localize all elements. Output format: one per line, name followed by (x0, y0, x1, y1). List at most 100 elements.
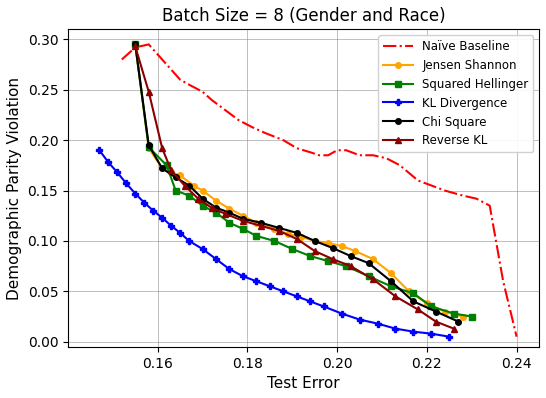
Jensen Shannon (352, 249, 358, 254)
Naïve Baseline (208, 98, 215, 102)
Reverse KL (294, 236, 300, 241)
Jensen Shannon (132, 42, 139, 47)
Naïve Baseline (325, 153, 331, 158)
KL Divergence (266, 284, 273, 289)
Naïve Baseline (262, 131, 269, 135)
Squared Hellinger (428, 304, 435, 309)
Naïve Baseline (343, 148, 349, 152)
Squared Hellinger (410, 291, 417, 296)
Jensen Shannon (460, 314, 466, 319)
Squared Hellinger (163, 163, 170, 168)
Chi Square (455, 319, 461, 324)
KL Divergence (159, 215, 165, 220)
X-axis label: Test Error: Test Error (267, 376, 340, 391)
Reverse KL (159, 146, 165, 150)
Chi Square (329, 246, 336, 250)
Reverse KL (181, 183, 188, 188)
Naïve Baseline (118, 57, 125, 62)
Squared Hellinger (289, 247, 295, 252)
Chi Square (258, 220, 264, 225)
Naïve Baseline (307, 150, 313, 155)
KL Divergence (213, 257, 219, 261)
Naïve Baseline (294, 146, 300, 150)
Naïve Baseline (500, 279, 507, 284)
KL Divergence (240, 274, 246, 279)
Jensen Shannon (191, 183, 197, 188)
Naïve Baseline (199, 90, 206, 94)
Naïve Baseline (334, 148, 341, 152)
Naïve Baseline (186, 82, 192, 87)
Legend: Naïve Baseline, Jensen Shannon, Squared Hellinger, KL Divergence, Chi Square, Re: Naïve Baseline, Jensen Shannon, Squared … (378, 35, 533, 152)
Naïve Baseline (513, 334, 520, 339)
Chi Square (132, 42, 139, 47)
KL Divergence (428, 331, 435, 336)
Jensen Shannon (406, 289, 412, 294)
Line: Reverse KL: Reverse KL (133, 44, 456, 332)
KL Divergence (177, 230, 183, 235)
Chi Square (432, 309, 439, 314)
Reverse KL (414, 307, 421, 312)
Y-axis label: Demographic Parity Violation: Demographic Parity Violation (7, 76, 22, 300)
Chi Square (226, 210, 233, 215)
Chi Square (186, 183, 192, 188)
KL Divergence (339, 311, 345, 316)
Reverse KL (240, 219, 246, 223)
Naïve Baseline (460, 193, 466, 198)
Reverse KL (195, 196, 201, 201)
Jensen Shannon (240, 213, 246, 218)
KL Divergence (321, 304, 327, 309)
Title: Batch Size = 8 (Gender and Race): Batch Size = 8 (Gender and Race) (162, 7, 446, 25)
Naïve Baseline (383, 156, 390, 161)
Chi Square (159, 166, 165, 171)
Jensen Shannon (298, 234, 305, 239)
Reverse KL (208, 205, 215, 210)
Naïve Baseline (280, 138, 287, 142)
Naïve Baseline (145, 42, 152, 47)
KL Divergence (357, 317, 363, 322)
KL Divergence (186, 238, 192, 243)
Chi Square (213, 205, 219, 210)
Chi Square (388, 279, 394, 284)
Jensen Shannon (177, 173, 183, 178)
Squared Hellinger (145, 145, 152, 150)
Jensen Shannon (213, 198, 219, 203)
KL Divergence (168, 223, 174, 228)
Squared Hellinger (226, 220, 233, 225)
Line: Jensen Shannon: Jensen Shannon (133, 42, 466, 319)
Squared Hellinger (325, 259, 331, 263)
KL Divergence (307, 299, 313, 304)
Squared Hellinger (173, 188, 179, 193)
Reverse KL (222, 211, 228, 216)
Jensen Shannon (284, 232, 291, 236)
Jensen Shannon (370, 257, 376, 261)
KL Divergence (141, 200, 147, 205)
Chi Square (173, 175, 179, 180)
Jensen Shannon (168, 170, 174, 175)
Chi Square (347, 254, 354, 258)
KL Divergence (280, 289, 287, 294)
Chi Square (410, 299, 417, 304)
KL Divergence (199, 247, 206, 252)
Reverse KL (329, 257, 336, 261)
KL Divergence (446, 334, 453, 339)
Reverse KL (370, 277, 376, 282)
Line: KL Divergence: KL Divergence (96, 147, 453, 340)
Jensen Shannon (339, 244, 345, 248)
Jensen Shannon (388, 271, 394, 275)
Reverse KL (145, 90, 152, 94)
Naïve Baseline (357, 153, 363, 158)
KL Divergence (132, 191, 139, 196)
Chi Square (294, 230, 300, 235)
Squared Hellinger (450, 311, 457, 316)
Naïve Baseline (397, 163, 403, 168)
Naïve Baseline (316, 153, 323, 158)
Chi Square (199, 196, 206, 201)
Jensen Shannon (442, 309, 448, 314)
Jensen Shannon (271, 226, 277, 231)
Reverse KL (347, 264, 354, 269)
Reverse KL (432, 319, 439, 324)
Reverse KL (276, 228, 282, 233)
Squared Hellinger (132, 42, 139, 47)
KL Divergence (392, 326, 399, 331)
Squared Hellinger (240, 226, 246, 231)
